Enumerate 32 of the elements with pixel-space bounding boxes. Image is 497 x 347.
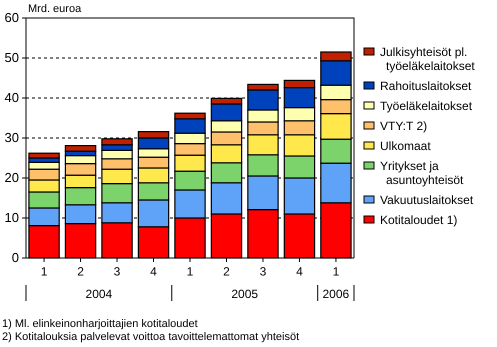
legend-label: Kotitaloudet 1) (380, 213, 458, 227)
bar (28, 152, 60, 159)
y-axis-title: Mrd. euroa (28, 3, 82, 15)
legend-label: Yritykset ja asuntoyhteisöt (380, 159, 464, 187)
x-tick-label: 4 (150, 264, 158, 279)
text: 2004 (86, 287, 113, 301)
y-tick-label: 20 (4, 170, 19, 186)
legend-label: Rahoituslaitokset (380, 79, 472, 93)
y-tick-label: 10 (4, 210, 19, 226)
x-tick-label: 1 (332, 264, 340, 279)
y-tick-label: 50 (4, 50, 19, 66)
x-tick-label: 2 (77, 264, 84, 279)
y-tick-label: 60 (4, 10, 19, 26)
legend-label: Vakuutuslaitokset (380, 193, 474, 207)
legend-label: VTY:T 2) (380, 119, 428, 133)
x-tick-label: 2 (223, 264, 230, 279)
y-tick-label: 0 (12, 250, 19, 266)
y-tick-label: 40 (4, 90, 19, 106)
text: 1) Ml. elinkeinonharjoittajien kotitaloudet (2, 318, 198, 330)
legend-label: Ulkomaat (380, 139, 432, 153)
y-tick-label: 30 (4, 130, 19, 146)
text: 2005 (231, 287, 258, 301)
legend-label: Julkisyhteisöt pl. työeläkelaitokset (380, 45, 476, 73)
x-tick-label: 1 (40, 264, 48, 279)
x-tick-label: 3 (114, 264, 121, 279)
text: 2) Kotitalouksia palvelevat voittoa tavoittelemattomat yhteisöt (2, 331, 300, 343)
x-tick-label: 3 (260, 264, 267, 279)
x-tick-label: 4 (296, 264, 304, 279)
legend-label: Työeläkelaitokset (380, 99, 473, 113)
x-tick-label: 1 (186, 264, 194, 279)
text: 2006 (322, 287, 350, 301)
bar (64, 145, 96, 152)
